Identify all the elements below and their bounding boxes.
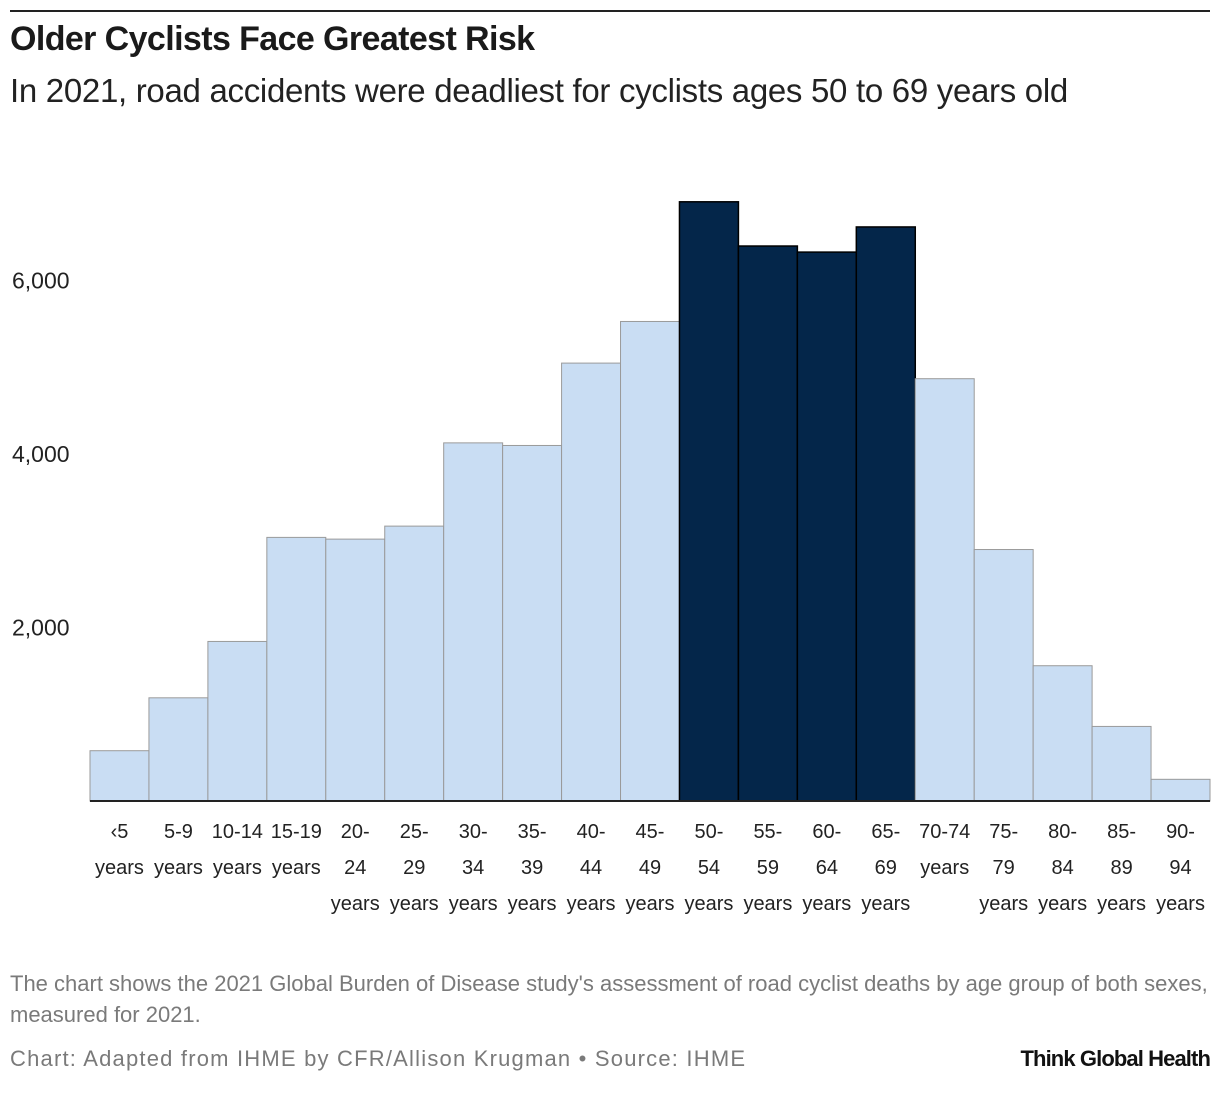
bar [384, 525, 445, 802]
x-tick-label: 45-49 years [626, 821, 675, 915]
bar [973, 549, 1034, 802]
bar [502, 444, 563, 802]
bar [855, 226, 917, 802]
bar [148, 697, 209, 802]
x-tick-label: 60-64 years [802, 821, 851, 915]
x-tick-label: 15-19 years [271, 821, 322, 879]
x-tick-label: 5-9 years [154, 821, 203, 879]
y-tick-label: 2,000 [12, 615, 70, 641]
x-tick-label: 40-44 years [567, 821, 616, 915]
bar [737, 245, 799, 802]
x-tick-label: 50-54 years [684, 821, 733, 915]
y-tick-label: 6,000 [12, 268, 70, 294]
bar [1150, 778, 1211, 802]
x-tick-label: 30-34 years [449, 821, 498, 915]
x-tick-label: 70-74 years [919, 821, 970, 879]
bar [325, 538, 386, 802]
x-tick-label: ‹5 years [95, 821, 144, 879]
chart-subtitle: In 2021, road accidents were deadliest f… [10, 72, 1068, 109]
bar [266, 536, 327, 802]
brand-logo: Think Global Health [1020, 1046, 1211, 1071]
x-tick-label: 20-24 years [331, 821, 380, 915]
bar [207, 640, 268, 802]
x-tick-label: 90-94 years [1156, 821, 1205, 915]
bar [1091, 725, 1152, 802]
x-tick-label: 65-69 years [861, 821, 910, 915]
top-rule [10, 10, 1210, 12]
bar [561, 362, 622, 802]
x-tick-label: 85-89 years [1097, 821, 1146, 915]
y-tick-label: 4,000 [12, 441, 70, 467]
bar [678, 201, 740, 802]
x-tick-label: 80-84 years [1038, 821, 1087, 915]
bar [443, 442, 504, 802]
chart-credit: Chart: Adapted from IHME by CFR/Allison … [10, 1046, 747, 1071]
chart-note: The chart shows the 2021 Global Burden o… [10, 971, 1208, 1027]
x-tick-label: 25-29 years [390, 821, 439, 915]
x-tick-label: 75-79 years [979, 821, 1028, 915]
x-tick-label: 10-14 years [212, 821, 263, 879]
chart-title: Older Cyclists Face Greatest Risk [10, 20, 535, 58]
bar [1032, 665, 1093, 802]
bar [796, 251, 858, 802]
x-tick-label: 35-39 years [508, 821, 557, 915]
bar [89, 750, 150, 802]
bar [914, 378, 975, 802]
x-tick-label: 55-59 years [743, 821, 792, 915]
bar [620, 320, 680, 802]
